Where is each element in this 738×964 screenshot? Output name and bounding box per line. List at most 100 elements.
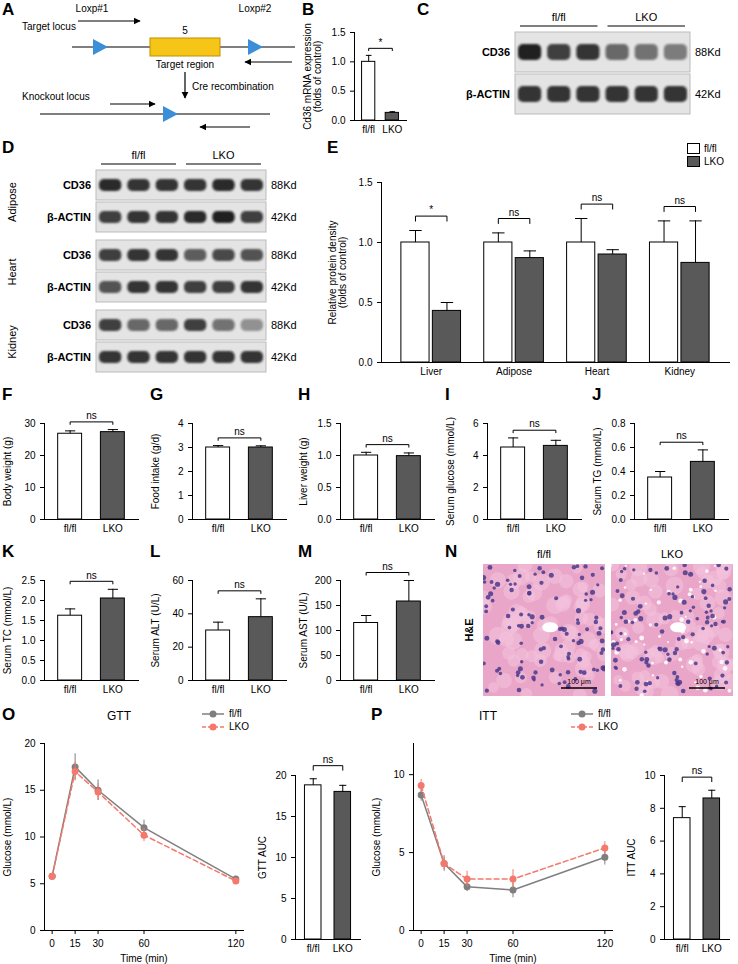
svg-text:200: 200 — [315, 575, 332, 586]
svg-text:fl/fl: fl/fl — [676, 943, 689, 954]
svg-text:Glucose (mmol/L): Glucose (mmol/L) — [2, 798, 13, 877]
svg-text:*: * — [379, 37, 383, 48]
svg-text:0: 0 — [650, 934, 656, 945]
svg-text:ns: ns — [529, 418, 540, 429]
svg-text:88Kd: 88Kd — [271, 249, 297, 261]
svg-text:LKO: LKO — [251, 684, 271, 695]
svg-text:β-ACTIN: β-ACTIN — [466, 88, 510, 100]
svg-text:fl/fl: fl/fl — [307, 943, 320, 954]
svg-text:fl/fl: fl/fl — [537, 548, 551, 560]
svg-text:88Kd: 88Kd — [271, 179, 297, 191]
svg-text:6: 6 — [650, 835, 656, 846]
svg-text:5: 5 — [399, 847, 405, 858]
svg-text:0: 0 — [49, 938, 55, 949]
svg-text:ns: ns — [382, 561, 393, 572]
svg-text:0.5: 0.5 — [359, 297, 373, 308]
svg-text:120: 120 — [597, 938, 614, 949]
svg-text:ns: ns — [692, 765, 703, 776]
svg-text:60: 60 — [507, 938, 519, 949]
svg-text:1.0: 1.0 — [359, 237, 373, 248]
svg-text:88Kd: 88Kd — [695, 46, 721, 58]
svg-text:β-ACTIN: β-ACTIN — [47, 281, 91, 293]
svg-text:50: 50 — [320, 650, 332, 661]
svg-text:Serum AST (U/L): Serum AST (U/L) — [298, 593, 309, 669]
svg-text:8: 8 — [650, 803, 656, 814]
svg-text:4: 4 — [178, 418, 184, 429]
svg-text:1.5: 1.5 — [318, 418, 332, 429]
svg-text:Heart: Heart — [585, 366, 610, 377]
svg-text:CD36: CD36 — [63, 319, 91, 331]
svg-text:LKO: LKO — [382, 124, 402, 135]
svg-text:ns: ns — [592, 192, 603, 203]
svg-text:6: 6 — [473, 418, 479, 429]
svg-text:0: 0 — [399, 925, 405, 936]
svg-text:LKO: LKO — [251, 523, 271, 534]
svg-text:60: 60 — [138, 938, 150, 949]
svg-text:100 μm: 100 μm — [695, 678, 719, 686]
svg-text:1.0: 1.0 — [318, 450, 332, 461]
svg-text:0: 0 — [281, 934, 287, 945]
svg-text:ns: ns — [382, 433, 393, 444]
svg-text:LKO: LKO — [702, 943, 722, 954]
svg-text:42Kd: 42Kd — [271, 351, 297, 363]
svg-text:ns: ns — [86, 570, 97, 581]
svg-text:ns: ns — [234, 426, 245, 437]
svg-text:0.0: 0.0 — [332, 115, 346, 126]
svg-text:fl/fl: fl/fl — [654, 523, 667, 534]
svg-text:0: 0 — [473, 514, 479, 525]
svg-text:LKO: LKO — [333, 943, 353, 954]
svg-text:100: 100 — [315, 625, 332, 636]
svg-text:H&E: H&E — [463, 618, 475, 641]
svg-text:10: 10 — [393, 769, 405, 780]
svg-text:Serum ALT (U/L): Serum ALT (U/L) — [150, 593, 161, 667]
svg-text:0.0: 0.0 — [22, 675, 36, 686]
svg-text:ns: ns — [86, 410, 97, 421]
svg-text:1.0: 1.0 — [22, 635, 36, 646]
svg-text:0: 0 — [178, 675, 184, 686]
svg-text:0.0: 0.0 — [359, 357, 373, 368]
svg-text:1.0: 1.0 — [332, 56, 346, 67]
svg-text:ns: ns — [323, 754, 334, 765]
svg-text:40: 40 — [172, 608, 184, 619]
svg-text:LKO: LKO — [103, 523, 123, 534]
svg-text:Kidney: Kidney — [6, 325, 18, 359]
svg-text:20: 20 — [24, 450, 36, 461]
svg-text:1.5: 1.5 — [359, 177, 373, 188]
svg-text:CD36: CD36 — [63, 249, 91, 261]
svg-text:30: 30 — [462, 938, 474, 949]
svg-text:LKO: LKO — [693, 523, 713, 534]
svg-text:LKO: LKO — [635, 11, 657, 23]
svg-text:1: 1 — [178, 490, 184, 501]
svg-text:1.5: 1.5 — [22, 615, 36, 626]
svg-text:LKO: LKO — [546, 523, 566, 534]
svg-text:0: 0 — [178, 514, 184, 525]
svg-text:30: 30 — [93, 938, 105, 949]
svg-text:β-ACTIN: β-ACTIN — [47, 211, 91, 223]
svg-text:GTT AUC: GTT AUC — [257, 836, 268, 879]
svg-text:4: 4 — [650, 868, 656, 879]
svg-text:LKO: LKO — [399, 523, 419, 534]
svg-text:*: * — [429, 204, 433, 215]
svg-text:2: 2 — [650, 901, 656, 912]
svg-text:10: 10 — [275, 852, 287, 863]
svg-text:20: 20 — [24, 738, 36, 749]
svg-text:15: 15 — [70, 938, 82, 949]
svg-text:120: 120 — [228, 938, 245, 949]
svg-text:Cd36 mRNA expression(folds of: Cd36 mRNA expression(folds of control) — [302, 23, 323, 130]
svg-text:ns: ns — [234, 579, 245, 590]
svg-text:0.5: 0.5 — [318, 482, 332, 493]
svg-text:5: 5 — [182, 25, 188, 36]
svg-text:0: 0 — [418, 938, 424, 949]
svg-text:0.0: 0.0 — [612, 514, 626, 525]
svg-text:Relative protein density(folds: Relative protein density(folds of contro… — [327, 221, 348, 325]
svg-text:ns: ns — [676, 430, 687, 441]
svg-text:100 μm: 100 μm — [567, 678, 591, 686]
svg-text:15: 15 — [275, 811, 287, 822]
svg-text:Liver: Liver — [420, 366, 442, 377]
svg-text:Serum TC (mmol/L): Serum TC (mmol/L) — [2, 587, 13, 675]
svg-text:3: 3 — [178, 442, 184, 453]
svg-text:42Kd: 42Kd — [271, 281, 297, 293]
svg-text:20: 20 — [172, 641, 184, 652]
svg-text:2: 2 — [178, 466, 184, 477]
svg-text:fl/fl: fl/fl — [360, 684, 373, 695]
